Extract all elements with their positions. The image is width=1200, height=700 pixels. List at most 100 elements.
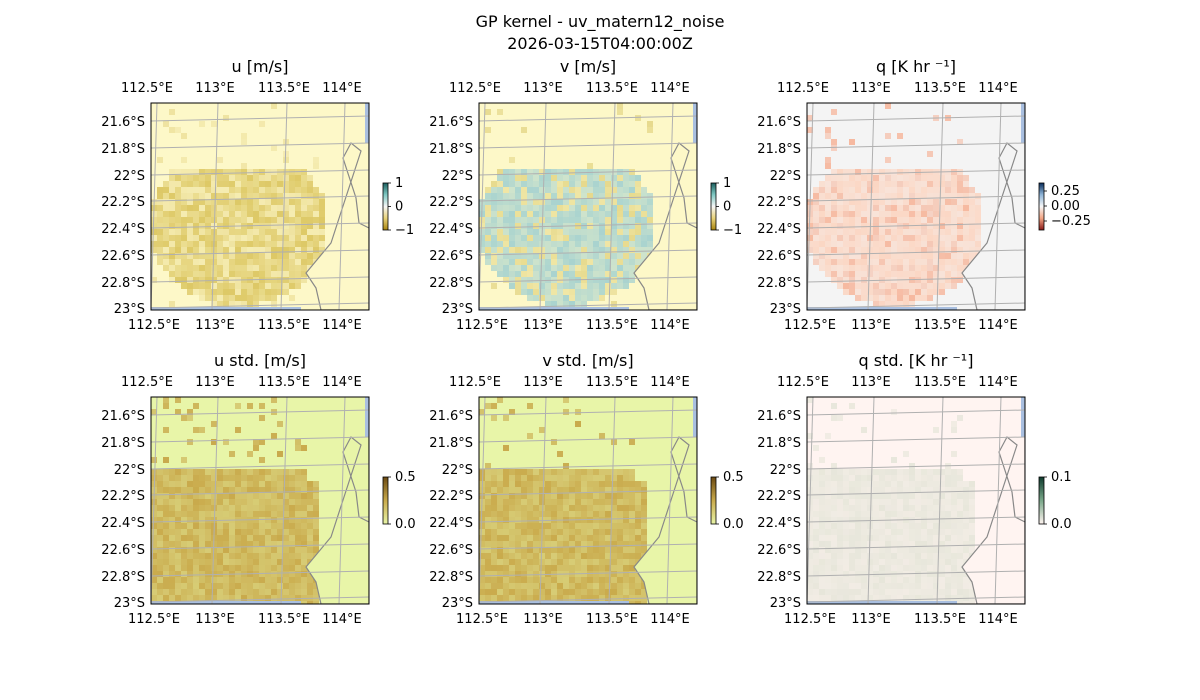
y-tick-label: 22.6°S xyxy=(429,543,473,558)
gridline-lon xyxy=(479,103,486,310)
y-tick-label: 22.4°S xyxy=(757,222,801,237)
gridline-lat xyxy=(807,409,1025,416)
colorbar-tick-label: −1 xyxy=(723,223,742,238)
gridline-lat xyxy=(151,195,369,202)
y-tick-label: 22.6°S xyxy=(757,249,801,264)
figure-subtitle: 2026-03-15T04:00:00Z xyxy=(507,34,693,53)
x-tick-label-top: 113°E xyxy=(195,81,235,96)
gridline-lon xyxy=(936,103,944,310)
y-tick-label: 21.8°S xyxy=(429,436,473,451)
x-tick-label-top: 112.5°E xyxy=(449,375,501,390)
y-tick-label: 22°S xyxy=(770,463,801,478)
panel-4: u std. [m/s] 112.5°E 112.5°E 113°E 113°E 113.… xyxy=(101,351,415,627)
gridline-lat xyxy=(479,489,697,496)
gridline-lon xyxy=(994,103,1002,310)
panel-5: v std. [m/s] 112.5°E 112.5°E 113°E 113°E 113.… xyxy=(429,351,743,627)
y-tick-label: 21.8°S xyxy=(757,436,801,451)
panel-frame xyxy=(478,102,698,311)
ocean-edge xyxy=(365,103,369,143)
x-tick-label-bottom: 113°E xyxy=(851,612,891,627)
gridline-lat xyxy=(807,489,1025,496)
panel-frame xyxy=(150,102,370,311)
gridline-lon xyxy=(338,103,346,310)
y-tick-label: 22°S xyxy=(442,463,473,478)
colorbar-tick-label: 0.00 xyxy=(1051,199,1080,214)
panel-frame xyxy=(150,396,370,605)
y-tick-label: 21.8°S xyxy=(101,436,145,451)
y-tick-label: 22.2°S xyxy=(101,195,145,210)
ocean-edge xyxy=(693,103,697,143)
y-tick-label: 22.6°S xyxy=(101,543,145,558)
y-tick-label: 22.4°S xyxy=(429,516,473,531)
y-tick-label: 22.8°S xyxy=(757,276,801,291)
coastline xyxy=(961,103,1025,310)
x-tick-label-top: 112.5°E xyxy=(449,81,501,96)
y-tick-label: 23°S xyxy=(442,302,473,317)
y-tick-label: 23°S xyxy=(770,596,801,611)
ocean-edge xyxy=(693,397,697,437)
ocean-edge xyxy=(1021,103,1025,143)
y-tick-label: 21.8°S xyxy=(429,142,473,157)
gridline-lat xyxy=(807,169,1025,176)
coastline xyxy=(305,103,369,310)
panel-title: v std. [m/s] xyxy=(542,351,633,370)
y-tick-label: 22.8°S xyxy=(101,276,145,291)
y-tick-label: 23°S xyxy=(442,596,473,611)
gridline-lat xyxy=(807,596,1025,603)
gridline-lat xyxy=(479,222,697,229)
gridline-lon xyxy=(936,397,944,604)
x-tick-label-top: 113°E xyxy=(195,375,235,390)
colorbar-tick-label: 0 xyxy=(395,200,403,215)
x-tick-label-top: 113.5°E xyxy=(586,375,638,390)
gridline-lat xyxy=(479,249,697,256)
x-tick-label-bottom: 113°E xyxy=(195,318,235,333)
y-tick-label: 22°S xyxy=(442,169,473,184)
gridline-lon xyxy=(867,397,875,604)
x-tick-label-bottom: 113.5°E xyxy=(914,318,966,333)
panel-6: q std. [K hr ⁻¹] 112.5°E 112.5°E 113°E 113°E… xyxy=(757,351,1071,627)
gridline-lon xyxy=(211,103,219,310)
y-tick-label: 21.6°S xyxy=(101,409,145,424)
colorbar xyxy=(382,476,389,525)
x-tick-label-bottom: 113.5°E xyxy=(914,612,966,627)
gridline-lon xyxy=(539,103,547,310)
gridline-lat xyxy=(479,516,697,523)
gridline-lon xyxy=(539,397,547,604)
y-tick-label: 23°S xyxy=(770,302,801,317)
y-tick-label: 22.2°S xyxy=(757,195,801,210)
y-tick-label: 21.6°S xyxy=(757,409,801,424)
gridline-lon xyxy=(280,397,288,604)
gridline-lon xyxy=(666,397,674,604)
gridline-lat xyxy=(151,543,369,550)
x-tick-label-bottom: 113.5°E xyxy=(258,318,310,333)
colorbar xyxy=(1038,476,1045,525)
x-tick-label-bottom: 113.5°E xyxy=(586,318,638,333)
gridline-lon xyxy=(151,103,158,310)
gridline-lat xyxy=(807,436,1025,443)
gridline-lat xyxy=(807,142,1025,149)
gridline-lat xyxy=(151,142,369,149)
figure-title: GP kernel - uv_matern12_noise xyxy=(475,12,725,31)
gridline-lon xyxy=(666,103,674,310)
ocean-edge xyxy=(365,397,369,437)
gridline-lat xyxy=(151,570,369,577)
panel-title: q std. [K hr ⁻¹] xyxy=(859,351,974,370)
map-field xyxy=(479,103,697,310)
gridline-lat xyxy=(479,436,697,443)
x-tick-label-bottom: 113°E xyxy=(523,318,563,333)
ocean-edge-bottom xyxy=(151,307,301,310)
panel-1: u [m/s]112.5°E112.5°E113°E113°E113.5°E11… xyxy=(101,57,414,333)
x-tick-label-bottom: 113.5°E xyxy=(258,612,310,627)
gridline-lat xyxy=(807,543,1025,550)
y-tick-label: 22.4°S xyxy=(757,516,801,531)
gridline-lat xyxy=(807,276,1025,283)
y-tick-label: 22.6°S xyxy=(101,249,145,264)
map-field xyxy=(807,397,1025,604)
ocean-edge-bottom xyxy=(479,307,629,310)
coastline xyxy=(633,397,697,604)
x-tick-label-bottom: 113°E xyxy=(195,612,235,627)
x-tick-label-top: 113°E xyxy=(851,81,891,96)
colorbar-tick-label: 0 xyxy=(723,200,731,215)
y-tick-label: 21.8°S xyxy=(101,142,145,157)
